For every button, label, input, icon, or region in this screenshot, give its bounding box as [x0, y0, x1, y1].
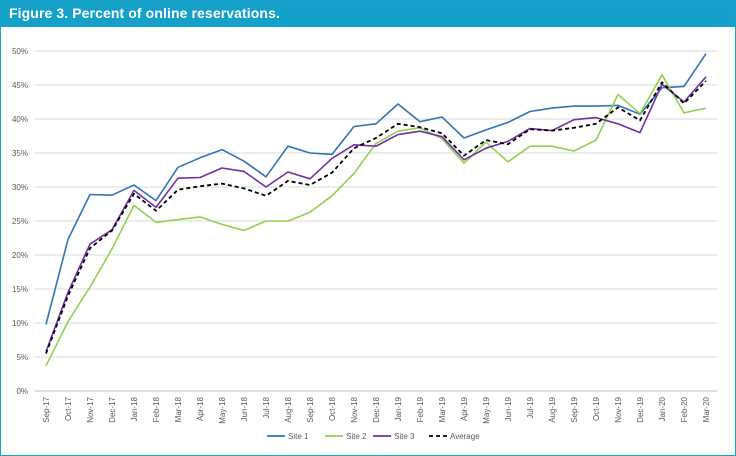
x-tick-label: Oct-19 [592, 396, 601, 421]
x-tick-label: Apr-18 [196, 396, 205, 421]
y-tick-label: 15% [12, 285, 28, 294]
x-tick-label: Jun-18 [240, 396, 249, 421]
x-tick-label: Mar-20 [702, 396, 711, 422]
y-tick-label: 30% [12, 183, 28, 192]
x-tick-label: Sep-18 [306, 396, 315, 422]
legend-label-1: Site 1 [288, 432, 309, 441]
x-tick-label: Nov-17 [86, 396, 95, 422]
series-lines [45, 53, 707, 367]
x-tick-label: Oct-17 [64, 396, 73, 421]
x-tick-label: Jan-20 [658, 396, 667, 421]
x-tick-label: Apr-19 [460, 396, 469, 421]
y-tick-label: 40% [12, 115, 28, 124]
line-chart: 0% 5% 10% 15% 20% 25% 30% 35% 40% 45% 50% Sep-17 Oc… [12, 47, 717, 441]
x-tick-label: Dec-17 [108, 396, 117, 422]
y-tick-label: 10% [12, 319, 28, 328]
gridlines [35, 50, 717, 392]
x-tick-label: Dec-18 [372, 396, 381, 422]
y-axis: 0% 5% 10% 15% 20% 25% 30% 35% 40% 45% 50% [12, 47, 28, 396]
legend: Site 1 Site 2 Site 3 Average [267, 432, 480, 441]
x-tick-label: Sep-17 [42, 396, 51, 422]
x-tick-label: Oct-18 [328, 396, 337, 421]
legend-label-4: Average [450, 432, 480, 441]
y-tick-label: 50% [12, 47, 28, 56]
x-axis: Sep-17 Oct-17 Nov-17 Dec-17 Jan-18 Feb-18 Mar-… [42, 396, 711, 423]
x-tick-label: May-19 [482, 396, 491, 423]
x-tick-label: Jul-18 [262, 396, 271, 418]
x-tick-label: Feb-20 [680, 396, 689, 422]
legend-label-3: Site 3 [394, 432, 415, 441]
x-tick-label: Feb-18 [152, 396, 161, 422]
x-tick-label: Nov-19 [614, 396, 623, 422]
x-tick-label: Jan-19 [394, 396, 403, 421]
x-tick-label: Sep-19 [570, 396, 579, 422]
x-tick-label: Aug-19 [548, 396, 557, 422]
figure-title-bar: Figure 3. Percent of online reservations… [1, 1, 735, 27]
x-tick-label: Dec-19 [636, 396, 645, 422]
x-tick-label: Nov-18 [350, 396, 359, 422]
y-tick-label: 20% [12, 251, 28, 260]
x-tick-label: Feb-19 [416, 396, 425, 422]
y-tick-label: 45% [12, 81, 28, 90]
x-tick-label: Mar-19 [438, 396, 447, 422]
y-tick-label: 25% [12, 217, 28, 226]
x-tick-label: Jul-19 [526, 396, 535, 418]
series-line-1 [45, 53, 707, 325]
x-tick-label: Jan-18 [130, 396, 139, 421]
series-line-2 [45, 73, 707, 367]
x-tick-label: Jun-19 [504, 396, 513, 421]
y-tick-label: 5% [16, 353, 28, 362]
x-tick-label: Mar-18 [174, 396, 183, 422]
figure-title: Figure 3. Percent of online reservations… [9, 5, 280, 21]
series-line-3 [45, 76, 707, 352]
x-tick-label: May-18 [218, 396, 227, 423]
series-line-4 [45, 80, 707, 354]
legend-label-2: Site 2 [346, 432, 367, 441]
y-tick-label: 0% [16, 387, 28, 396]
x-tick-label: Aug-18 [284, 396, 293, 422]
y-tick-label: 35% [12, 149, 28, 158]
